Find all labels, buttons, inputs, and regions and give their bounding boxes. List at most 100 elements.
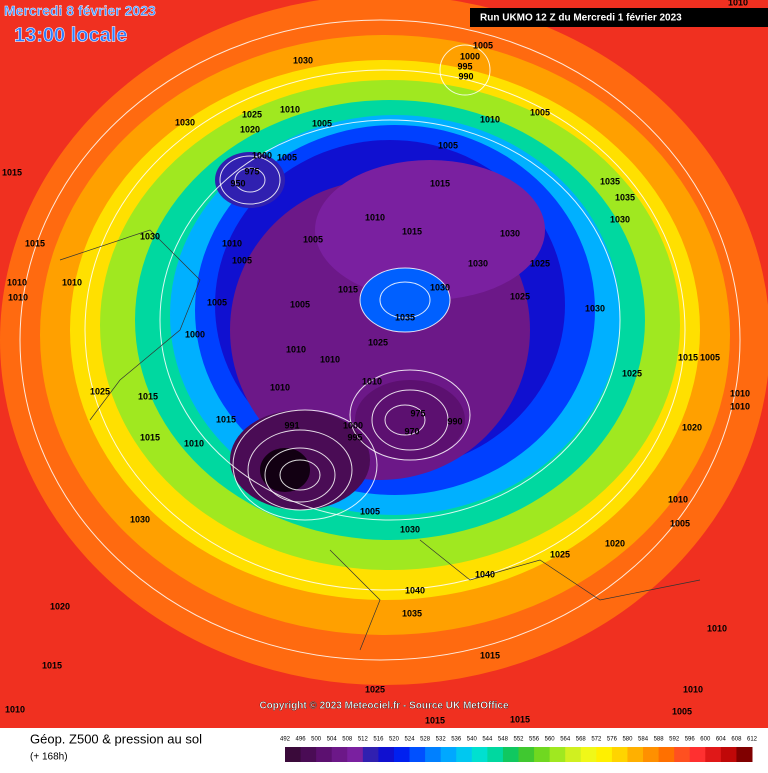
colorbar-segment xyxy=(596,747,613,762)
pressure-label: 1010 xyxy=(728,0,748,7)
colorbar-tick: 604 xyxy=(716,737,727,743)
colorbar-tick: 552 xyxy=(513,737,524,743)
colorbar-segment xyxy=(456,747,473,762)
colorbar: 492 496 500 504 508 512 516 520 524 528 532 536 540 5… xyxy=(280,737,758,762)
pressure-label: 1030 xyxy=(400,524,420,534)
isobar xyxy=(384,404,426,436)
pressure-label: 1025 xyxy=(622,368,642,378)
zone-low xyxy=(355,380,465,460)
pressure-label: 1010 xyxy=(7,277,27,287)
colorbar-segment xyxy=(393,747,411,762)
isobar xyxy=(371,389,449,451)
pressure-label: 1005 xyxy=(232,255,252,265)
pressure-label: 1030 xyxy=(468,258,488,268)
pressure-label: 995 xyxy=(457,61,472,71)
coastline xyxy=(59,229,701,651)
pressure-label: 1035 xyxy=(395,312,415,322)
pressure-label: 1015 xyxy=(216,414,236,424)
colorbar-segment xyxy=(347,747,364,762)
colorbar-segment xyxy=(643,747,660,762)
pressure-label: 1010 xyxy=(730,388,750,398)
colorbar-segment xyxy=(658,747,675,762)
isobar xyxy=(84,69,686,591)
zone-high xyxy=(360,268,450,332)
colorbar-segment xyxy=(316,747,333,762)
colorbar-segment xyxy=(627,747,644,762)
colorbar-tick: 500 xyxy=(311,737,322,743)
pressure-label: 1010 xyxy=(668,494,688,504)
pressure-label: 1030 xyxy=(430,282,450,292)
pressure-label: 1010 xyxy=(5,704,25,714)
pressure-label: 1010 xyxy=(270,382,290,392)
pressure-label: 1005 xyxy=(303,234,323,244)
pressure-label: 1030 xyxy=(585,303,605,313)
colorbar-segment xyxy=(300,747,317,762)
pressure-label: 1005 xyxy=(672,706,692,716)
footer-title: Géop. Z500 & pression au sol xyxy=(30,731,202,746)
colorbar-tick: 584 xyxy=(638,737,649,743)
colorbar-segment xyxy=(720,747,737,762)
pressure-label: 1010 xyxy=(365,212,385,222)
pressure-label: 1040 xyxy=(475,569,495,579)
colorbar-segment xyxy=(425,747,442,762)
pressure-label: 1005 xyxy=(312,118,332,128)
colorbar-segment xyxy=(285,747,302,762)
pressure-label: 1010 xyxy=(184,438,204,448)
colorbar-tick: 528 xyxy=(420,737,431,743)
pressure-label: 1030 xyxy=(610,214,630,224)
pressure-label: 1015 xyxy=(25,238,45,248)
pressure-label: 1030 xyxy=(500,228,520,238)
pressure-label: 1010 xyxy=(62,277,82,287)
pressure-label: 1010 xyxy=(480,114,500,124)
pressure-label: 1015 xyxy=(425,715,445,725)
colorbar-segment xyxy=(580,747,597,762)
colorbar-tick: 512 xyxy=(358,737,369,743)
pressure-label: 1035 xyxy=(600,176,620,186)
isobars xyxy=(19,19,741,661)
pressure-label: 1015 xyxy=(140,432,160,442)
colorbar-tick: 496 xyxy=(296,737,307,743)
pressure-label: 1000 xyxy=(185,329,205,339)
pressure-label: 950 xyxy=(230,178,245,188)
pressure-label: 1005 xyxy=(670,518,690,528)
colorbar-tick: 568 xyxy=(576,737,587,743)
colorbar-segment xyxy=(705,747,722,762)
pressure-labels: 1010100510009959901030103010151010102510… xyxy=(2,0,750,725)
isobar xyxy=(379,281,431,319)
pressure-label: 1005 xyxy=(438,140,458,150)
pressure-label: 1010 xyxy=(362,376,382,386)
colorbar-segment xyxy=(549,747,566,762)
isobar xyxy=(349,369,471,461)
pressure-label: 1025 xyxy=(530,258,550,268)
pressure-label: 1025 xyxy=(510,291,530,301)
colorbar-tick: 556 xyxy=(529,737,540,743)
colorbar-tick: 572 xyxy=(591,737,602,743)
isobar xyxy=(247,429,353,511)
pressure-label: 975 xyxy=(244,166,259,176)
pressure-label: 1005 xyxy=(700,352,720,362)
date: Mercredi 8 février 2023 xyxy=(4,3,156,19)
colorbar-segment xyxy=(674,747,691,762)
copyright: Copyright © 2023 Meteociel.fr - Source U… xyxy=(259,701,509,712)
colorbar-tick: 516 xyxy=(373,737,384,743)
isobar xyxy=(264,447,336,503)
pressure-label: 995 xyxy=(347,432,362,442)
colorbar-segment xyxy=(471,747,488,762)
colorbar-tick: 592 xyxy=(669,737,680,743)
colorbar-segment xyxy=(518,747,535,762)
pressure-label: 1005 xyxy=(530,107,550,117)
pressure-label: 1010 xyxy=(286,344,306,354)
colorbar-segment xyxy=(502,747,519,762)
pressure-label: 1010 xyxy=(730,401,750,411)
pressure-label: 1005 xyxy=(207,297,227,307)
colorbar-tick: 588 xyxy=(654,737,665,743)
pressure-label: 1005 xyxy=(360,506,380,516)
pressure-label: 1005 xyxy=(290,299,310,309)
footer-lead: (+ 168h) xyxy=(30,752,68,763)
pressure-label: 1015 xyxy=(42,660,62,670)
pressure-label: 1015 xyxy=(138,391,158,401)
pressure-label: 1010 xyxy=(8,292,28,302)
colorbar-segment xyxy=(378,747,395,762)
colorbar-segment xyxy=(611,747,628,762)
